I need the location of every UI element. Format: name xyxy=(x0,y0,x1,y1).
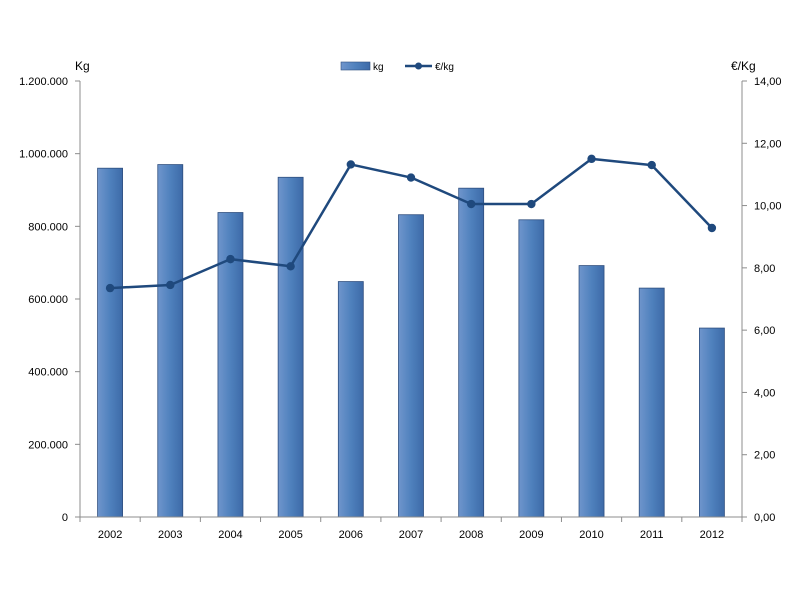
legend-label-kg: kg xyxy=(373,62,384,73)
price-point xyxy=(707,223,717,233)
right-tick-label: 8,00 xyxy=(754,263,775,275)
price-point xyxy=(406,173,416,182)
x-axis-ticks: 2002 2003 2004 2005 2006 2007 2008 2009 2010 2011… xyxy=(79,517,743,541)
x-tick-label: 2003 xyxy=(158,529,182,541)
left-tick-label: 1.000.000 xyxy=(19,149,68,161)
price-point xyxy=(105,283,115,293)
price-point xyxy=(166,280,175,290)
x-tick-label: 2010 xyxy=(579,529,603,541)
right-tick-label: 4,00 xyxy=(754,387,775,399)
axes xyxy=(79,81,743,518)
left-tick-label: 1.200.000 xyxy=(19,76,68,88)
bar xyxy=(157,164,184,518)
left-tick-label: 200.000 xyxy=(28,439,68,451)
bar xyxy=(578,265,605,518)
x-tick-label: 2004 xyxy=(218,529,242,541)
left-tick-label: 0 xyxy=(62,512,68,524)
price-point xyxy=(527,199,536,209)
x-tick-label: 2002 xyxy=(98,529,122,541)
left-tick-label: 600.000 xyxy=(28,294,68,306)
price-point xyxy=(226,254,235,264)
price-point xyxy=(346,160,356,169)
bar xyxy=(97,167,123,518)
bar xyxy=(638,287,665,518)
x-tick-label: 2005 xyxy=(278,529,302,541)
left-axis-title: Kg xyxy=(75,59,90,73)
line-series-price xyxy=(105,154,717,293)
x-tick-label: 2006 xyxy=(339,529,363,541)
left-tick-label: 800.000 xyxy=(28,221,68,233)
right-axis-ticks: 0,00 2,00 4,00 6,00 8,00 10,00 12,00 14,00 xyxy=(742,76,782,524)
price-point xyxy=(286,262,295,271)
x-tick-label: 2011 xyxy=(640,529,664,541)
price-point xyxy=(466,199,476,209)
right-tick-label: 10,00 xyxy=(754,201,782,213)
right-tick-label: 0,00 xyxy=(754,512,775,524)
right-tick-label: 2,00 xyxy=(754,450,775,462)
bar xyxy=(699,327,725,518)
bar xyxy=(277,176,304,518)
bar xyxy=(398,214,424,518)
right-tick-label: 14,00 xyxy=(754,76,782,88)
x-tick-label: 2007 xyxy=(399,529,423,541)
right-tick-label: 12,00 xyxy=(754,138,782,150)
x-tick-label: 2008 xyxy=(459,529,483,541)
bar xyxy=(458,187,485,518)
left-tick-label: 400.000 xyxy=(28,367,68,379)
price-point xyxy=(587,154,596,164)
bar xyxy=(337,281,364,518)
legend-marker-price xyxy=(415,62,422,70)
bar xyxy=(518,219,545,518)
legend: kg €/kg xyxy=(340,61,454,73)
x-tick-label: 2009 xyxy=(519,529,543,541)
legend-swatch-kg xyxy=(340,61,371,71)
legend-label-price: €/kg xyxy=(435,62,454,73)
right-tick-label: 6,00 xyxy=(754,325,775,337)
left-axis-ticks: 0 200.000 400.000 600.000 800.000 1.000.000 1.… xyxy=(19,76,80,524)
bar-series-kg xyxy=(97,164,725,518)
right-axis-title: €/Kg xyxy=(731,59,756,73)
x-tick-label: 2012 xyxy=(700,529,724,541)
price-point xyxy=(647,160,656,170)
